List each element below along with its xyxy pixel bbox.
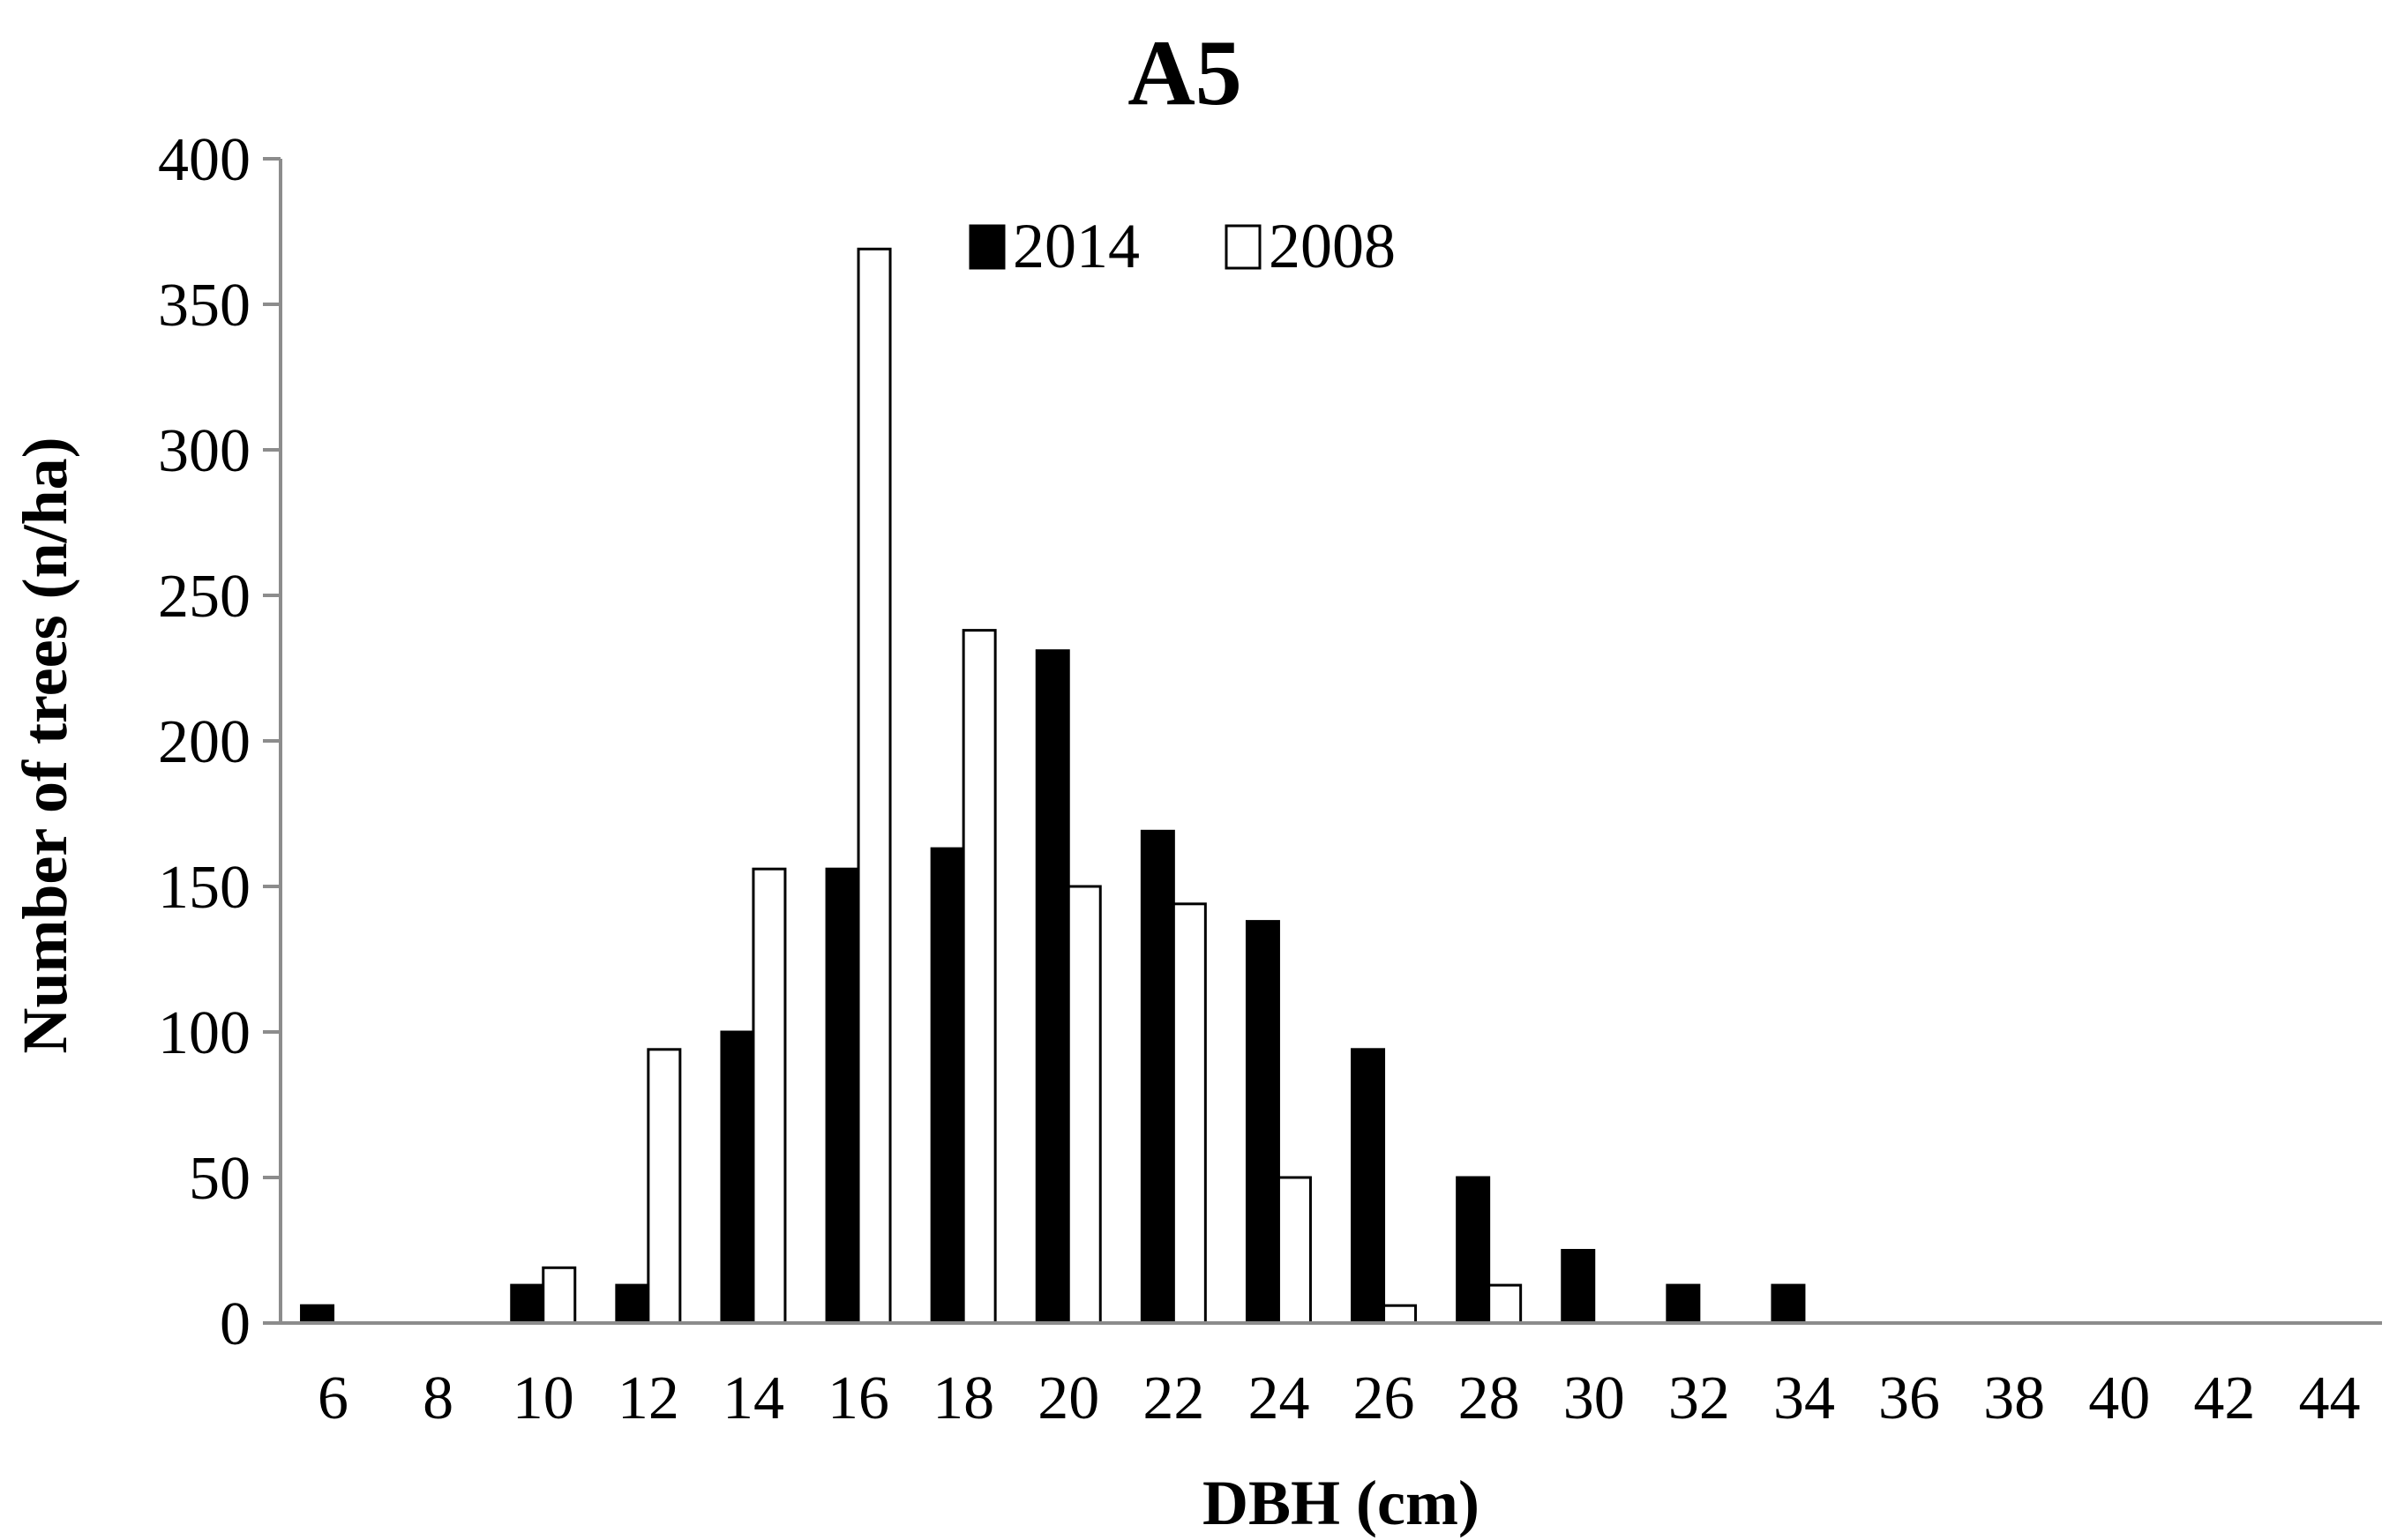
x-tick-label-18: 18: [933, 1364, 994, 1432]
bar-2014-30: [1561, 1249, 1596, 1325]
x-tick-label-22: 22: [1142, 1364, 1204, 1432]
y-tick-label-50: 50: [189, 1145, 251, 1213]
x-tick-label-32: 32: [1668, 1364, 1730, 1432]
x-tick-label-20: 20: [1037, 1364, 1099, 1432]
bar-2008-26: [1382, 1304, 1418, 1325]
x-tick-label-44: 44: [2298, 1364, 2360, 1432]
x-tick-label-24: 24: [1247, 1364, 1309, 1432]
bar-2014-12: [615, 1283, 650, 1325]
y-ticks-group: 0 50 100 150 200 250 300 350 400: [158, 126, 281, 1358]
x-tick-label-28: 28: [1458, 1364, 1520, 1432]
bar-2014-14: [720, 1030, 755, 1325]
bar-2014-6: [300, 1304, 335, 1325]
x-tick-label-40: 40: [2088, 1364, 2150, 1432]
x-tick-label-16: 16: [828, 1364, 889, 1432]
y-tick-label-350: 350: [158, 272, 251, 340]
x-ticks-group: 6 8 10 12 14 16 18 20 22 24 26 28 30 32 34 36 38 40 42 44: [318, 1364, 2360, 1432]
x-axis-label: DBH (cm): [1202, 1468, 1479, 1538]
legend-swatch-2008: [1225, 224, 1262, 270]
bar-2008-16: [857, 247, 892, 1325]
x-tick-label-42: 42: [2193, 1364, 2255, 1432]
legend-label-2014: 2014: [1013, 211, 1140, 281]
bar-2008-12: [647, 1048, 682, 1325]
bar-2014-20: [1035, 649, 1070, 1325]
bar-2008-10: [542, 1266, 577, 1325]
bar-2014-32: [1666, 1283, 1701, 1325]
x-tick-label-12: 12: [618, 1364, 679, 1432]
legend-swatch-2014: [969, 224, 1006, 270]
bar-2014-26: [1351, 1048, 1386, 1325]
y-tick-label-250: 250: [158, 563, 251, 631]
legend-label-2008: 2008: [1269, 211, 1396, 281]
y-tick-label-400: 400: [158, 126, 251, 194]
x-tick-label-10: 10: [513, 1364, 574, 1432]
bar-2008-22: [1172, 902, 1207, 1325]
legend: 2014 2008: [969, 211, 1396, 281]
x-tick-label-34: 34: [1773, 1364, 1835, 1432]
x-tick-label-30: 30: [1563, 1364, 1625, 1432]
y-axis-label: Number of trees (n/ha): [10, 437, 80, 1053]
x-tick-label-14: 14: [723, 1364, 784, 1432]
bar-2014-28: [1456, 1176, 1491, 1325]
axes-group: [279, 159, 2382, 1325]
bar-2014-34: [1771, 1283, 1806, 1325]
bar-2008-28: [1487, 1283, 1523, 1325]
y-tick-label-300: 300: [158, 417, 251, 485]
x-tick-label-26: 26: [1353, 1364, 1415, 1432]
bar-2014-18: [930, 847, 965, 1325]
y-tick-label-0: 0: [220, 1290, 251, 1358]
bar-2014-22: [1140, 829, 1175, 1325]
bars-group: [300, 247, 1806, 1325]
x-tick-label-36: 36: [1878, 1364, 1940, 1432]
y-tick-label-150: 150: [158, 854, 251, 922]
bar-2008-14: [752, 867, 787, 1325]
bar-2008-20: [1067, 885, 1102, 1325]
x-tick-label-8: 8: [423, 1364, 453, 1432]
chart-title: A5: [1127, 21, 1242, 124]
y-tick-label-200: 200: [158, 708, 251, 776]
y-tick-label-100: 100: [158, 999, 251, 1067]
bar-2014-16: [825, 867, 860, 1325]
bar-2008-24: [1277, 1176, 1312, 1325]
x-tick-label-38: 38: [1983, 1364, 2045, 1432]
bar-2014-10: [510, 1283, 545, 1325]
bar-2008-18: [962, 629, 997, 1325]
x-tick-label-6: 6: [318, 1364, 348, 1432]
bar-2014-24: [1245, 920, 1280, 1325]
